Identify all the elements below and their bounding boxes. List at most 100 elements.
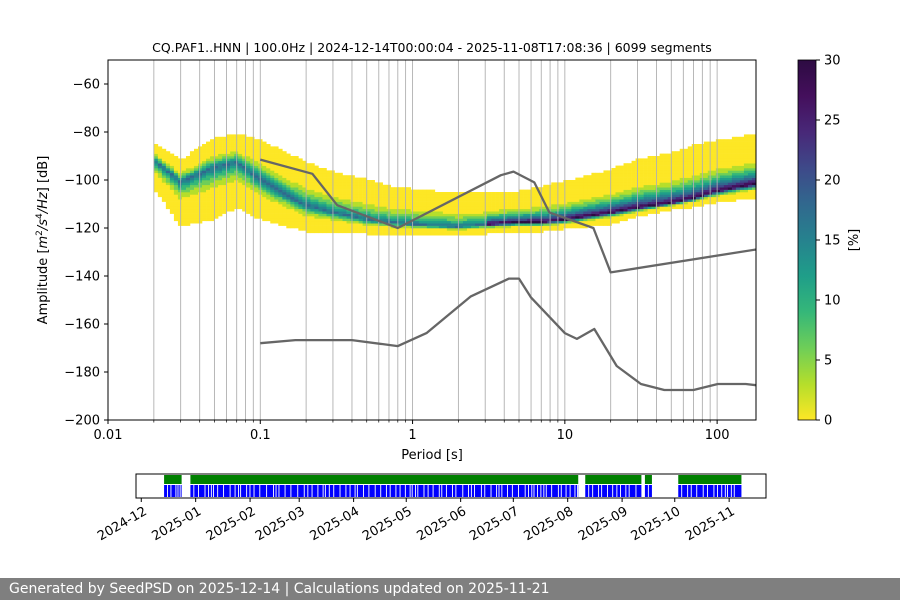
heatmap-cell	[599, 189, 604, 193]
heatmap-cell	[302, 187, 307, 190]
heatmap-cell	[294, 218, 299, 222]
heatmap-cell	[262, 175, 267, 178]
heatmap-cell	[587, 213, 592, 217]
heatmap-cell	[659, 160, 664, 164]
heatmap-cell	[495, 218, 500, 222]
heatmap-cell	[663, 168, 668, 171]
heatmap-cell	[446, 228, 452, 231]
heatmap-cell	[655, 208, 660, 212]
heatmap-cell	[595, 172, 600, 176]
heatmap-cell	[727, 177, 733, 181]
heatmap-cell	[354, 177, 359, 181]
heatmap-cell	[374, 192, 379, 195]
heatmap-cell	[487, 208, 492, 212]
heatmap-cell	[655, 189, 660, 193]
heatmap-cell	[161, 151, 167, 154]
heatmap-cell	[751, 184, 756, 188]
heatmap-cell	[454, 199, 460, 202]
heatmap-cell	[310, 168, 315, 171]
heatmap-cell	[230, 170, 235, 174]
heatmap-cell	[286, 201, 291, 205]
heatmap-cell	[318, 177, 323, 181]
heatmap-cell	[663, 182, 668, 186]
heatmap-cell	[218, 158, 223, 162]
heatmap-cell	[731, 139, 737, 142]
heatmap-cell	[165, 163, 171, 166]
heatmap-cell	[294, 220, 299, 224]
heatmap-cell	[627, 163, 632, 166]
heatmap-cell	[181, 204, 187, 207]
heatmap-cell	[675, 151, 681, 154]
heatmap-cell	[479, 192, 484, 195]
heatmap-cell	[711, 189, 717, 193]
heatmap-cell	[189, 211, 195, 214]
y-tick-label: −120	[64, 222, 100, 237]
grid-lines	[107, 60, 718, 420]
heatmap-cell	[246, 163, 251, 166]
heatmap-cell	[667, 182, 672, 186]
heatmap-cell	[398, 206, 404, 210]
heatmap-cell	[342, 223, 347, 226]
heatmap-cell	[747, 189, 753, 193]
heatmap-cell	[334, 180, 339, 183]
heatmap-cell	[165, 201, 171, 205]
heatmap-cell	[230, 187, 235, 190]
heatmap-cell	[663, 208, 668, 212]
heatmap-cell	[406, 232, 412, 236]
heatmap-cell	[687, 184, 693, 188]
heatmap-cell	[531, 211, 536, 214]
heatmap-cell	[715, 180, 721, 183]
heatmap-cell	[583, 199, 588, 202]
heatmap-cell	[358, 194, 363, 198]
heatmap-cell	[161, 156, 167, 159]
heatmap-cell	[623, 177, 628, 181]
heatmap-cell	[563, 196, 568, 200]
heatmap-cell	[454, 208, 460, 212]
heatmap-cell	[290, 163, 295, 166]
heatmap-cell	[739, 139, 745, 142]
heatmap-cell	[659, 175, 664, 178]
heatmap-cell	[623, 218, 628, 222]
heatmap-cell	[222, 206, 227, 210]
colorbar-tick-label: 0	[824, 414, 832, 429]
heatmap-cell	[314, 170, 319, 174]
heatmap-cell	[631, 194, 636, 198]
heatmap-cell	[739, 160, 745, 164]
heatmap-cell	[627, 182, 632, 186]
heatmap-cell	[611, 182, 616, 186]
heatmap-cell	[450, 228, 456, 231]
heatmap-cell	[362, 220, 367, 224]
heatmap-cell	[210, 153, 215, 157]
heatmap-cell	[731, 151, 737, 154]
psd-gap	[598, 485, 600, 497]
heatmap-cell	[350, 199, 355, 202]
heatmap-cell	[302, 228, 307, 231]
heatmap-cell	[206, 211, 211, 214]
heatmap-cell	[390, 220, 396, 224]
heatmap-cell	[197, 151, 203, 154]
heatmap-cell	[346, 213, 351, 217]
heatmap-cell	[226, 180, 231, 183]
heatmap-cell	[687, 204, 693, 207]
heatmap-cell	[274, 153, 279, 157]
psd-gap	[496, 485, 498, 497]
heatmap-cell	[310, 163, 315, 166]
heatmap-cell	[202, 182, 207, 186]
heatmap-cell	[354, 228, 359, 231]
heatmap-cell	[739, 180, 745, 183]
heatmap-cell	[210, 211, 215, 214]
heatmap-cell	[306, 206, 311, 210]
heatmap-cell	[719, 196, 725, 200]
psd-gap	[175, 485, 177, 497]
heatmap-cell	[226, 192, 231, 195]
heatmap-cell	[454, 211, 460, 214]
heatmap-cell	[193, 187, 199, 190]
heatmap-cell	[655, 187, 660, 190]
heatmap-cell	[197, 163, 203, 166]
heatmap-cell	[631, 216, 636, 219]
heatmap-cell	[687, 180, 693, 183]
heatmap-cell	[294, 177, 299, 181]
heatmap-cell	[491, 206, 496, 210]
heatmap-cell	[230, 139, 235, 142]
heatmap-cell	[519, 192, 524, 195]
